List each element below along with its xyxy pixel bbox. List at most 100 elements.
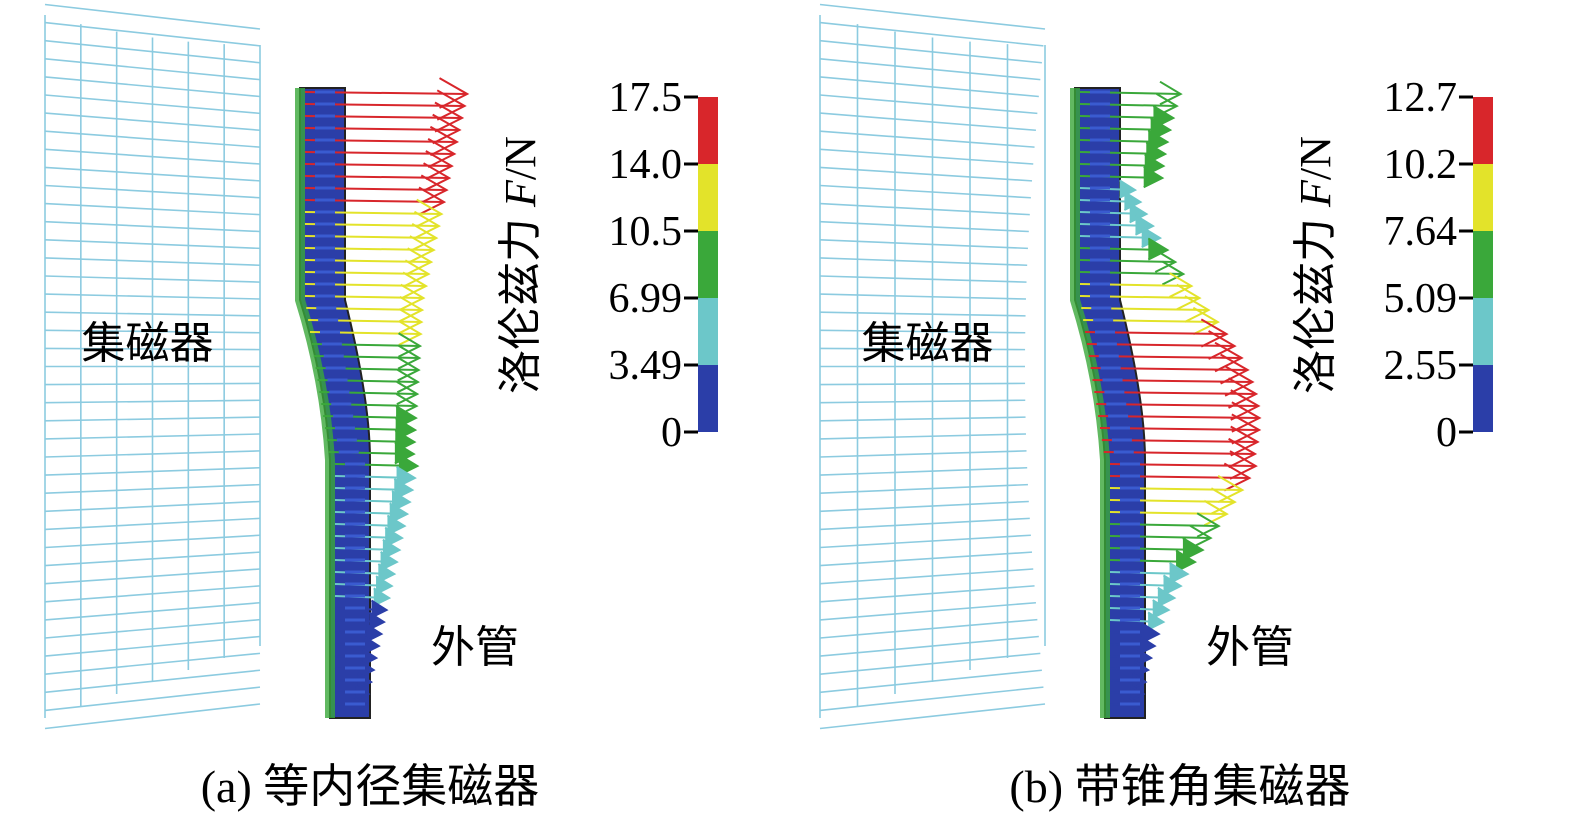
mesh-line: [819, 551, 1033, 567]
colorbar-title-text: 洛伦兹力: [1291, 207, 1340, 394]
arrow-head: [398, 308, 424, 334]
arrow-head: [373, 587, 392, 607]
mesh-line: [819, 382, 1026, 386]
mesh-line: [819, 500, 1029, 513]
colorbar-tick-label: 7.64: [1384, 209, 1458, 255]
colorbar-title-unit: /N: [496, 136, 545, 180]
arrow-head: [420, 174, 449, 204]
mesh-line: [44, 329, 261, 334]
mesh-line: [44, 220, 261, 233]
arrow-head: [409, 235, 436, 263]
colorbar-tick-label: 10.2: [1384, 142, 1458, 188]
mesh-line: [44, 112, 261, 132]
mesh-line: [44, 618, 261, 639]
mesh-line: [819, 39, 1042, 64]
mesh-line: [819, 568, 1034, 585]
tube-label: 外管: [1206, 623, 1294, 672]
arrow-head: [375, 575, 394, 595]
colorbar-band: [1473, 365, 1493, 432]
colorbar-title: 洛伦兹力 F/N: [1291, 136, 1340, 394]
arrow-head: [364, 636, 381, 654]
mesh-line: [819, 601, 1036, 621]
mesh-line: [819, 416, 1026, 422]
mesh-line: [819, 635, 1039, 657]
mesh-line: [44, 703, 261, 730]
mesh-line: [819, 311, 1026, 317]
mesh-line: [819, 184, 1031, 199]
mesh-line: [819, 399, 1026, 404]
colorbar-band: [698, 231, 718, 298]
collector-label: 集磁器: [862, 319, 994, 368]
colorbar-title-text: 洛伦兹力: [496, 207, 545, 394]
arrow-head: [1134, 660, 1151, 678]
arrow-head: [1157, 586, 1177, 608]
colorbar-band: [698, 164, 718, 231]
mesh-line: [819, 21, 1044, 47]
mesh-line: [819, 669, 1042, 694]
arrow-head: [1175, 549, 1197, 573]
colorbar-band: [698, 97, 718, 164]
mesh-line: [44, 21, 261, 47]
arrow-head: [413, 210, 441, 240]
arrow-head: [1230, 389, 1261, 421]
mesh-line: [44, 399, 261, 404]
colorbar-tick-label: 5.09: [1384, 276, 1458, 322]
mesh-line: [44, 130, 261, 148]
colorbar-tick-label: 10.5: [609, 209, 683, 255]
mesh-line: [819, 483, 1028, 494]
mesh-line: [819, 112, 1036, 132]
colorbar-title: 洛伦兹力 F/N: [496, 136, 545, 394]
arrow-head: [377, 563, 397, 583]
mesh-line: [44, 293, 261, 300]
arrow-head: [359, 660, 376, 678]
mesh-line: [44, 635, 261, 657]
colorbar-band: [1473, 231, 1493, 298]
arrow-head: [1162, 574, 1183, 596]
mesh-line: [819, 3, 1046, 30]
mesh-line: [44, 500, 261, 513]
arrow-head: [398, 332, 423, 358]
mesh-line: [44, 148, 261, 165]
arrow-head: [1189, 524, 1213, 550]
arrow-head: [429, 125, 460, 157]
mesh-line: [44, 585, 261, 603]
arrow-head: [418, 186, 447, 216]
colorbar-title-symbol: F: [496, 179, 545, 208]
arrow-head: [400, 283, 426, 311]
arrow-head: [1154, 249, 1178, 273]
mesh-line: [819, 347, 1026, 351]
arrow-head: [411, 223, 439, 251]
mesh-line: [819, 130, 1035, 148]
arrow-head: [407, 247, 434, 275]
mesh-line: [44, 202, 261, 216]
arrow-head: [1192, 306, 1220, 336]
arrow-head: [1230, 425, 1260, 457]
arrow-head: [1147, 237, 1170, 261]
arrow-head: [432, 113, 462, 145]
mesh-line: [44, 551, 261, 567]
mesh-line: [44, 416, 261, 422]
mesh-line: [819, 618, 1038, 639]
mesh-line: [44, 3, 261, 30]
mesh-line: [819, 58, 1041, 81]
arrow-head: [370, 599, 389, 619]
arrow-head: [1169, 562, 1190, 584]
mesh-line: [819, 517, 1030, 531]
mesh-line: [819, 257, 1028, 267]
arrow-head: [1152, 599, 1171, 619]
mesh-line: [819, 686, 1044, 712]
mesh-line: [819, 202, 1030, 216]
mesh-line: [44, 450, 261, 458]
arrow-head: [380, 551, 399, 571]
colorbar-tick-label: 17.5: [609, 75, 683, 121]
mesh-line: [44, 347, 261, 351]
mesh-line: [44, 166, 261, 182]
mesh-line: [819, 76, 1039, 98]
mesh-line: [44, 76, 261, 98]
mesh-line: [819, 94, 1038, 115]
mesh-line: [44, 669, 261, 694]
arrow-head: [361, 648, 379, 666]
arrow-head: [1184, 295, 1211, 323]
